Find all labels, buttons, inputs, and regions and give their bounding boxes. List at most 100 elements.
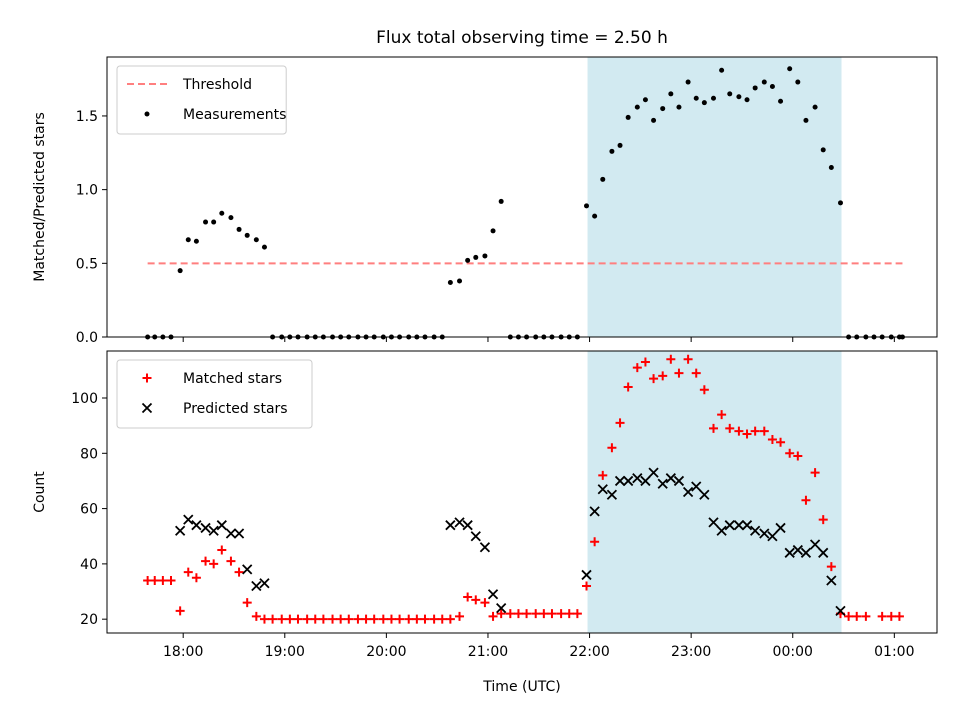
matched-stars-point xyxy=(488,611,498,621)
measurements-point xyxy=(219,210,225,216)
legend-label: Predicted stars xyxy=(183,401,288,417)
predicted-stars-point xyxy=(741,520,753,531)
legend: Threshold Measurements xyxy=(116,65,287,135)
measurements-point xyxy=(177,268,183,274)
matched-stars-point xyxy=(725,423,735,433)
predicted-stars-point xyxy=(716,525,727,536)
x-tick-label: 00:00 xyxy=(773,644,813,660)
x-tick-label: 20:00 xyxy=(366,644,406,660)
predicted-stars-point xyxy=(454,517,465,528)
plot-frame xyxy=(106,56,938,338)
y-tick-label: 60 xyxy=(80,502,98,518)
measurements-point xyxy=(736,94,742,100)
matched-stars-point xyxy=(708,423,718,433)
matched-stars-point xyxy=(801,495,811,505)
measurements-point xyxy=(787,66,793,72)
matched-stars-point xyxy=(369,614,379,624)
x-tick-label: 22:00 xyxy=(569,644,609,660)
predicted-stars-point xyxy=(826,575,837,586)
matched-stars-point xyxy=(183,567,193,577)
predicted-stars-point xyxy=(496,602,507,614)
x-tick-label: 19:00 xyxy=(265,644,305,660)
measurements-point xyxy=(609,148,615,154)
measurements-point xyxy=(457,278,463,284)
y-tick-label: 20 xyxy=(80,612,98,628)
measurements-point xyxy=(668,91,674,97)
chart-title: Flux total observing time = 2.50 h xyxy=(376,28,668,48)
matched-stars-point xyxy=(310,614,320,624)
predicted-stars-point xyxy=(200,522,211,534)
matched-stars-point xyxy=(412,614,422,624)
matched-stars-point xyxy=(649,374,659,384)
predicted-stars-point xyxy=(750,525,761,536)
matched-stars-point xyxy=(818,515,828,525)
predicted-stars-point xyxy=(183,514,194,525)
predicted-stars-point xyxy=(251,580,262,592)
legend-label: Threshold xyxy=(182,77,252,93)
predicted-stars-point xyxy=(682,486,694,498)
matched-stars-point xyxy=(234,567,244,577)
measurements-point xyxy=(600,176,606,182)
matched-stars-point xyxy=(632,363,642,373)
predicted-stars-point xyxy=(597,484,608,495)
matched-stars-point xyxy=(209,559,219,569)
matched-stars-point xyxy=(285,614,295,624)
measurements-point xyxy=(185,237,191,243)
measurements-point xyxy=(193,238,199,244)
predicted-stars-point xyxy=(589,506,600,517)
plot-frame xyxy=(106,350,938,634)
measurements-point xyxy=(617,142,623,148)
predicted-stars-point xyxy=(767,531,778,542)
y-tick-label: 0.5 xyxy=(76,256,98,272)
measurements-point xyxy=(828,165,834,171)
predicted-stars-point xyxy=(775,522,786,534)
matched-stars-point xyxy=(166,575,176,585)
matched-stars-point xyxy=(404,614,414,624)
matched-stars-point xyxy=(455,611,465,621)
predicted-stars-point xyxy=(606,489,618,500)
predicted-stars-point xyxy=(445,520,456,531)
matched-stars-point xyxy=(734,426,744,436)
predicted-stars-point xyxy=(208,525,219,536)
x-tick-label: 01:00 xyxy=(874,644,914,660)
matched-stars-point xyxy=(191,573,201,583)
measurements-point xyxy=(228,215,234,221)
legend-label: Measurements xyxy=(183,107,286,123)
y-tick-label: 80 xyxy=(80,446,98,462)
matched-stars-point xyxy=(386,614,396,624)
predicted-stars-point xyxy=(800,547,812,558)
matched-stars-point xyxy=(361,614,371,624)
matched-stars-point xyxy=(158,575,168,585)
measurements-point xyxy=(236,226,242,232)
matched-stars-point xyxy=(759,426,769,436)
measurements-point xyxy=(203,219,209,225)
y-tick-label: 0.0 xyxy=(76,330,98,346)
matched-stars-point xyxy=(776,437,786,447)
matched-stars-point xyxy=(717,410,727,420)
matched-stars-point xyxy=(666,354,676,364)
y-tick-label: 1.5 xyxy=(76,109,98,125)
measurements-point xyxy=(490,228,496,234)
x-tick-label: 21:00 xyxy=(468,644,508,660)
predicted-stars-point xyxy=(191,520,202,531)
predicted-stars-point xyxy=(225,528,237,539)
matched-stars-point xyxy=(268,614,278,624)
legend-swatch xyxy=(144,111,150,117)
measurements-point xyxy=(710,95,716,101)
matched-stars-point xyxy=(810,468,820,478)
matched-stars-point xyxy=(877,611,887,621)
matched-stars-point xyxy=(564,609,574,619)
count-panel: 20 40 60 80 100 18:00 19:00 20:00 21:00 22:00 23:0… xyxy=(32,350,938,660)
y-axis-label: Count xyxy=(32,471,48,513)
matched-stars-point xyxy=(175,606,185,616)
matched-stars-point xyxy=(318,614,328,624)
measurements-point xyxy=(752,85,758,91)
matched-stars-point xyxy=(353,614,363,624)
matched-stars-point xyxy=(844,611,854,621)
predicted-stars-point xyxy=(699,489,710,500)
matched-stars-point xyxy=(513,609,523,619)
matched-stars-point xyxy=(742,429,752,439)
legend-box xyxy=(116,359,313,429)
measurements-point xyxy=(592,213,598,219)
measurements-point xyxy=(244,232,250,238)
